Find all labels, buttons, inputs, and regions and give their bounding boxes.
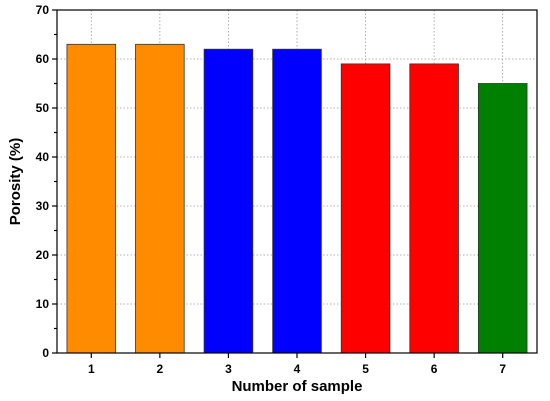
y-tick-label: 60: [36, 52, 50, 66]
y-tick-label: 0: [42, 346, 49, 360]
y-tick-label: 70: [36, 3, 50, 17]
x-tick-label: 5: [362, 362, 369, 376]
x-tick-label: 1: [88, 362, 95, 376]
x-tick-label: 2: [157, 362, 164, 376]
bar-sample-5: [340, 63, 391, 354]
y-tick-label: 10: [36, 297, 50, 311]
bar-sample-2: [135, 43, 185, 354]
x-tick-label: 7: [499, 362, 506, 376]
x-axis-title: Number of sample: [232, 378, 363, 395]
bar-sample-1: [66, 43, 117, 354]
bar-sample-6: [409, 63, 459, 354]
bar-sample-3: [203, 48, 254, 354]
y-tick-label: 20: [36, 248, 50, 262]
y-axis: 0 10 20 30 40 50 60 70: [36, 3, 57, 360]
x-tick-label: 6: [431, 362, 438, 376]
y-tick-label: 50: [36, 101, 50, 115]
x-tick-label: 3: [225, 362, 232, 376]
bar-sample-7: [477, 83, 528, 354]
y-tick-label: 30: [36, 199, 50, 213]
bar-sample-4: [272, 48, 322, 354]
x-axis: 1 2 3 4 5 6 7: [88, 353, 506, 376]
x-tick-label: 4: [294, 362, 301, 376]
y-axis-title: Porosity (%): [7, 138, 24, 226]
bars: [66, 43, 528, 354]
y-tick-label: 40: [36, 150, 50, 164]
